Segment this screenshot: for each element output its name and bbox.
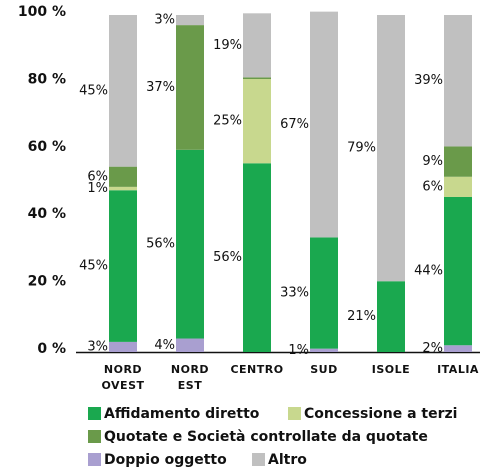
legend-label: Concessione a terzi [304,406,457,422]
bar-segment [444,146,472,177]
data-label: 2% [422,341,443,356]
x-tick-label: NORD OVEST [101,363,144,392]
bar-segment [310,237,338,349]
data-label: 67% [280,117,309,132]
legend-label: Doppio oggetto [104,452,227,468]
y-tick-label: 40 % [28,206,66,222]
x-tick-label: ITALIA [437,363,479,376]
legend-swatch [88,453,101,466]
bar-segment [176,25,204,150]
x-tick-line: ITALIA [437,363,479,376]
x-tick-line: ISOLE [372,363,410,376]
x-tick-line: CENTRO [230,363,283,376]
bar-segment [109,186,137,191]
y-tick-label: 100 % [18,4,66,20]
data-label: 4% [154,338,175,353]
bar-segment [243,163,271,352]
data-label: 25% [213,114,242,129]
y-tick-label: 20 % [28,274,66,290]
x-tick-label: CENTRO [230,363,283,376]
legend-swatch [252,453,265,466]
bar-segment [444,176,472,197]
bar-segment [109,15,137,167]
data-label: 45% [79,259,108,274]
data-label: 1% [87,181,108,196]
legend-label: Altro [268,452,307,468]
x-tick-line: NORD [171,363,209,376]
y-tick-label: 80 % [28,71,66,87]
data-label: 3% [87,339,108,354]
x-tick-label: SUD [310,363,338,376]
bar-segment [243,77,271,80]
data-label: 44% [414,264,443,279]
bar-segment [109,166,137,187]
legend-swatch [288,407,301,420]
bar-segment [444,15,472,147]
data-label: 19% [213,38,242,53]
legend-label: Affidamento diretto [104,406,260,422]
bar-segment [310,348,338,352]
data-label: 39% [414,73,443,88]
data-label: 21% [347,309,376,324]
data-label: 6% [87,169,108,184]
data-label: 6% [422,179,443,194]
x-tick-line: SUD [310,363,338,376]
x-tick-label: ISOLE [372,363,410,376]
data-label: 79% [347,141,376,156]
y-tick-label: 60 % [28,139,66,155]
legend-swatch [88,407,101,420]
data-label: 45% [79,83,108,98]
x-tick-line: OVEST [101,379,144,392]
legend-label: Quotate e Società controllate da quotate [104,429,428,445]
bar-segment [377,15,405,282]
bar-segment [444,196,472,346]
data-label: 33% [280,286,309,301]
data-label: 56% [146,237,175,252]
bar-segment [176,15,204,26]
data-label: 56% [213,250,242,265]
bar-segment [243,13,271,78]
x-tick-label: NORD EST [171,363,209,392]
x-tick-line: EST [178,379,202,392]
legend-swatch [88,430,101,443]
bar-segment [310,11,338,238]
x-tick-line: NORD [104,363,142,376]
bar-segment [109,190,137,342]
data-label: 1% [288,343,309,358]
data-label: 37% [146,80,175,95]
bar-segment [109,341,137,352]
bar-segment [176,338,204,352]
bar-segment [377,281,405,352]
y-tick-label: 0 % [37,341,66,357]
bar-segment [176,149,204,339]
data-label: 3% [154,13,175,28]
bar-segment [444,345,472,352]
bar-segment [243,79,271,164]
data-label: 9% [422,154,443,169]
